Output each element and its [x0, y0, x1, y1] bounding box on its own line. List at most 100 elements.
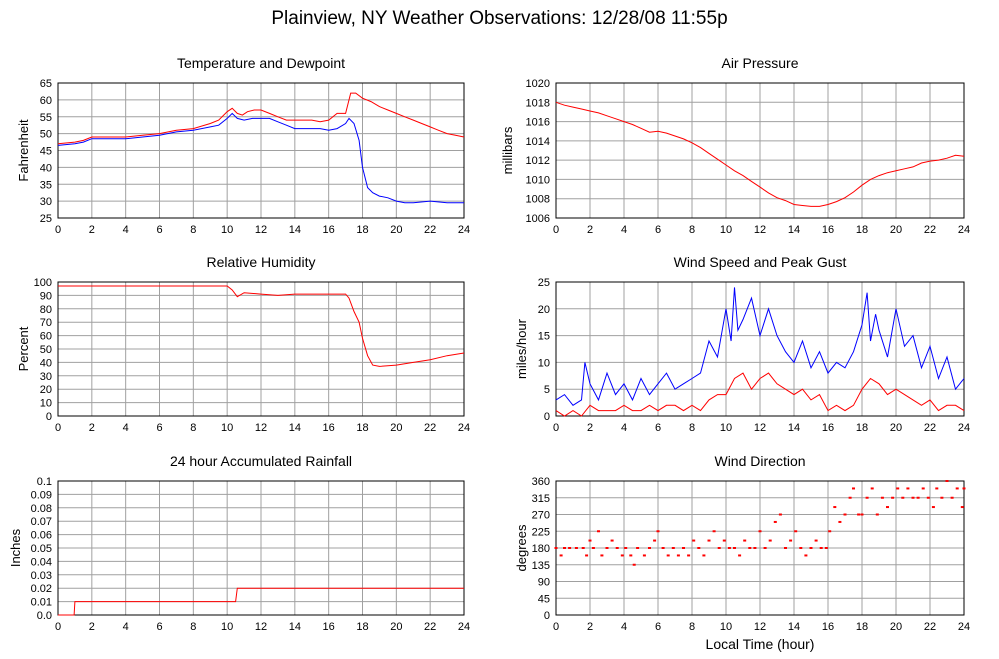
humidity-xtick-label: 0	[55, 422, 61, 434]
temp-xtick-label: 8	[190, 224, 196, 236]
direction-point	[588, 539, 592, 542]
rain-series-line-0	[58, 587, 464, 616]
rain-xtick-label: 8	[190, 621, 196, 633]
rain-xtick-label: 4	[123, 621, 129, 633]
pressure-ytick-label: 1012	[526, 155, 550, 167]
wind-xtick-label: 20	[890, 422, 902, 434]
temp-xtick-label: 4	[123, 224, 129, 236]
direction-xtick-label: 18	[856, 621, 868, 633]
direction-point	[865, 496, 869, 499]
rain-xtick-label: 2	[89, 621, 95, 633]
wind-ytick-label: 0	[544, 411, 550, 423]
humidity-xtick-label: 4	[123, 422, 129, 434]
direction-point	[843, 513, 847, 516]
rain-xtick-label: 16	[323, 621, 335, 633]
direction-point	[615, 547, 619, 549]
direction-point	[661, 547, 665, 549]
direction-point	[891, 496, 895, 499]
direction-point	[799, 547, 803, 549]
pressure-xtick-label: 6	[655, 224, 661, 236]
wind-xtick-label: 24	[958, 422, 970, 434]
direction-point	[707, 539, 711, 542]
temp-xtick-label: 18	[356, 224, 368, 236]
rain-xtick-label: 10	[221, 621, 233, 633]
direction-xtick-label: 4	[621, 621, 627, 633]
humidity-ylabel: Percent	[16, 326, 31, 371]
pressure-xtick-label: 14	[788, 224, 800, 236]
rain-xtick-label: 0	[55, 621, 61, 633]
temp-series-line-1	[57, 112, 464, 204]
pressure-ytick-label: 1016	[526, 117, 550, 129]
direction-xtick-label: 12	[754, 621, 766, 633]
pressure-xtick-label: 8	[689, 224, 695, 236]
humidity-ytick-label: 50	[40, 344, 52, 356]
direction-xtick-label: 10	[720, 621, 732, 633]
pressure-frame	[555, 82, 965, 219]
humidity-xtick-label: 24	[458, 422, 470, 434]
direction-point	[733, 547, 736, 549]
direction-point	[624, 547, 628, 549]
temp-ytick-label: 30	[40, 196, 52, 208]
humidity-ytick-label: 0	[46, 411, 52, 423]
direction-point	[773, 520, 777, 523]
direction-point	[901, 496, 905, 499]
humidity-ytick-label: 70	[40, 317, 52, 329]
wind-xtick-label: 16	[822, 422, 834, 434]
temp-frame	[57, 82, 465, 219]
rain-xtick-label: 14	[289, 621, 301, 633]
wind-ylabel: miles/hour	[514, 318, 529, 379]
humidity-ytick-label: 30	[40, 371, 52, 383]
wind-xtick-label: 2	[587, 422, 593, 434]
wind-xtick-label: 14	[788, 422, 800, 434]
humidity-ytick-label: 90	[40, 290, 52, 302]
direction-xtick-label: 24	[958, 621, 970, 633]
direction-point	[886, 506, 889, 509]
humidity-ytick-label: 100	[34, 277, 52, 289]
pressure-ylabel: millibars	[500, 126, 515, 174]
direction-point	[717, 547, 721, 549]
humidity-ytick-label: 40	[40, 357, 52, 369]
rain-ytick-label: 0.08	[31, 503, 52, 515]
direction-point	[852, 487, 855, 490]
direction-point	[702, 554, 706, 557]
pressure-xtick-label: 0	[553, 224, 559, 236]
rain-title: 24 hour Accumulated Rainfall	[170, 453, 352, 469]
pressure-xtick-label: 4	[621, 224, 627, 236]
temp-ytick-label: 65	[40, 78, 52, 90]
direction-point	[574, 547, 578, 549]
temp-xtick-label: 20	[390, 224, 402, 236]
direction-point	[860, 513, 864, 516]
pressure-xtick-label: 12	[754, 224, 766, 236]
direction-point	[763, 547, 767, 549]
rain-ytick-label: 0.09	[31, 489, 52, 501]
direction-point	[814, 539, 818, 542]
page-title: Plainview, NY Weather Observations: 12/2…	[271, 8, 728, 29]
wind-xtick-label: 6	[655, 422, 661, 434]
wind-title: Wind Speed and Peak Gust	[674, 254, 847, 270]
rain-ytick-label: 0.04	[31, 556, 52, 568]
rain-ytick-label: 0.07	[31, 516, 52, 528]
wind-xtick-label: 0	[553, 422, 559, 434]
direction-point	[697, 547, 701, 549]
direction-xtick-label: 0	[553, 621, 559, 633]
rain-xtick-label: 18	[356, 621, 368, 633]
temp-ytick-label: 35	[40, 179, 52, 191]
direction-point	[605, 547, 609, 549]
direction-point	[931, 506, 935, 509]
rain-xtick-label: 20	[390, 621, 402, 633]
temp-xtick-label: 14	[289, 224, 301, 236]
direction-point	[819, 547, 823, 549]
humidity-title: Relative Humidity	[207, 254, 316, 270]
rain-xtick-label: 22	[424, 621, 436, 633]
pressure-ytick-label: 1006	[526, 213, 550, 225]
direction-xtick-label: 8	[689, 621, 695, 633]
temp-ytick-label: 50	[40, 129, 52, 141]
direction-point	[926, 496, 930, 499]
direction-point	[632, 563, 636, 566]
humidity-xtick-label: 18	[356, 422, 368, 434]
direction-point	[950, 496, 954, 499]
humidity-xtick-label: 8	[190, 422, 196, 434]
direction-xtick-label: 22	[924, 621, 936, 633]
